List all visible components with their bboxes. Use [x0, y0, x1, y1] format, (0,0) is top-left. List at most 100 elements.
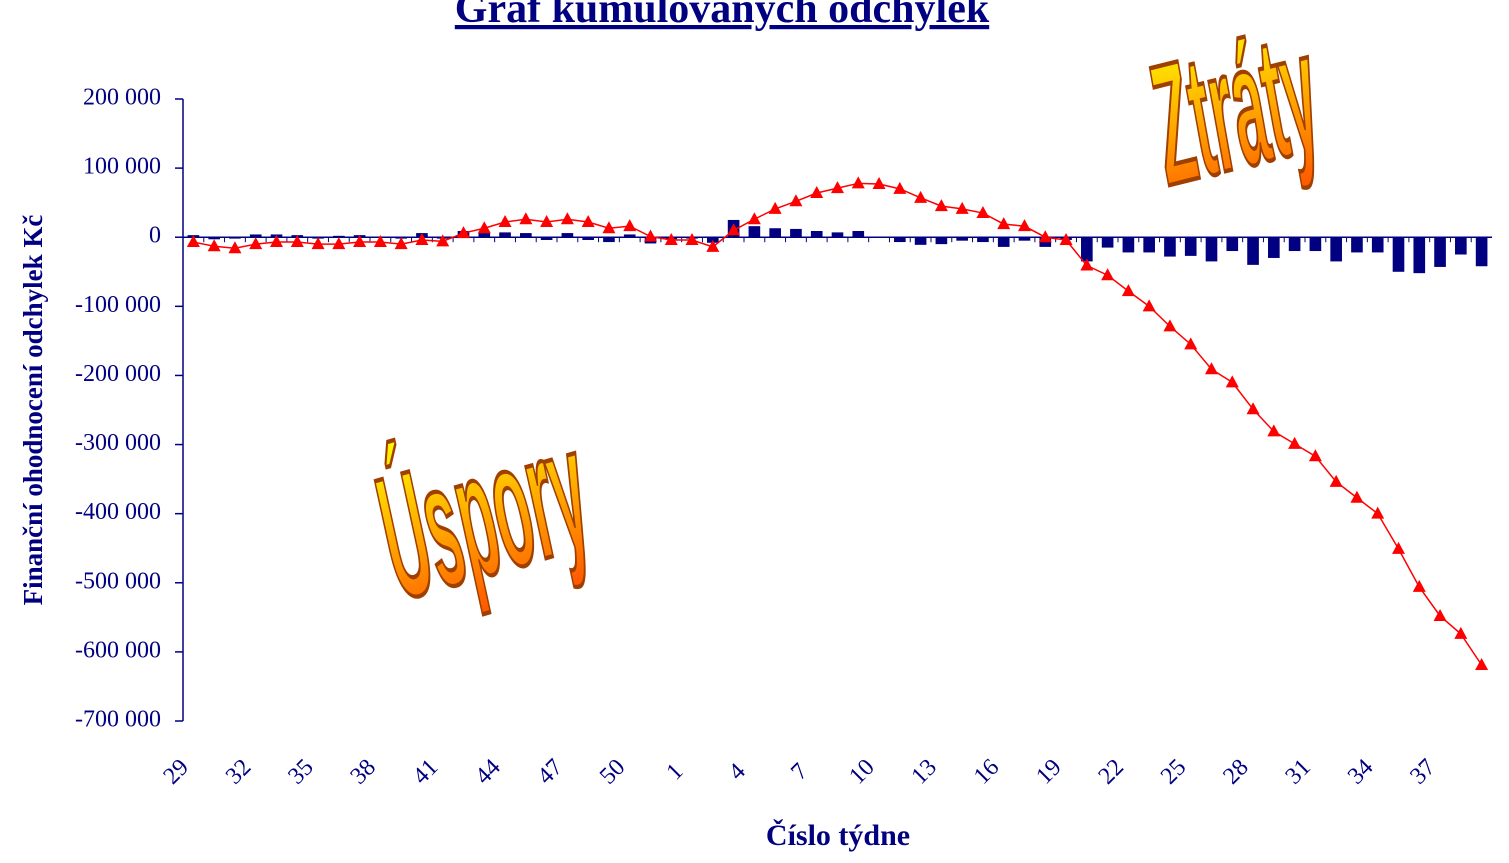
bar [1475, 237, 1488, 267]
marker [768, 201, 782, 214]
x-tick-label: 29 [159, 754, 194, 789]
bar [623, 234, 636, 238]
marker [851, 176, 865, 189]
marker [477, 221, 491, 234]
bar [1018, 237, 1031, 241]
marker [1225, 375, 1239, 388]
bar [540, 237, 553, 240]
marker [997, 217, 1011, 230]
y-tick-label: -300 000 [75, 430, 161, 456]
marker [1184, 337, 1198, 350]
bar [1184, 237, 1197, 256]
annotation: Úspory [356, 389, 612, 636]
marker [1059, 232, 1073, 245]
bar [1455, 237, 1467, 255]
x-tick-label: 32 [221, 754, 256, 789]
bar [1351, 237, 1363, 253]
bar [1101, 237, 1114, 248]
marker [1267, 424, 1281, 437]
bar [873, 237, 885, 238]
x-tick-label: 19 [1031, 754, 1066, 789]
marker [727, 223, 741, 236]
x-tick-label: 37 [1405, 754, 1440, 789]
bar [1143, 237, 1155, 253]
marker [207, 239, 221, 252]
bar [1371, 237, 1384, 253]
marker [1392, 541, 1405, 554]
x-tick-label: 13 [907, 754, 942, 789]
marker [1433, 608, 1447, 621]
marker [1350, 490, 1364, 503]
bar [333, 235, 345, 238]
bar [790, 228, 802, 238]
marker [249, 237, 263, 250]
marker [1121, 284, 1135, 297]
marker [560, 212, 574, 225]
marker [976, 206, 990, 219]
x-tick-label: 35 [283, 754, 318, 789]
bar [1288, 237, 1301, 252]
bar [935, 237, 948, 245]
marker [373, 235, 387, 248]
marker [540, 215, 554, 228]
x-tick-label: 31 [1281, 754, 1316, 789]
marker [186, 235, 200, 248]
bar [1413, 237, 1426, 274]
bar [1434, 237, 1446, 267]
marker [831, 181, 844, 194]
y-tick-label: -100 000 [75, 292, 161, 318]
marker [394, 237, 408, 250]
marker [519, 212, 533, 225]
bar [561, 233, 574, 238]
bar [956, 237, 968, 241]
marker [1412, 579, 1426, 592]
marker [1475, 658, 1489, 671]
bar [603, 237, 615, 243]
x-tick-label: 10 [844, 754, 879, 789]
bar [997, 237, 1010, 247]
marker [893, 181, 907, 194]
x-tick-label: 22 [1094, 754, 1129, 789]
y-tick-label: 200 000 [83, 85, 161, 111]
marker [498, 215, 512, 228]
marker [1163, 319, 1177, 332]
x-tick-label: 47 [533, 754, 568, 789]
bar [894, 237, 906, 243]
marker [436, 234, 450, 247]
bar [1205, 237, 1218, 262]
x-tick-label: 1 [662, 759, 689, 786]
marker [1454, 626, 1468, 639]
marker [1288, 436, 1302, 449]
bar [977, 237, 989, 243]
bar [1122, 237, 1135, 253]
y-tick-label: 100 000 [83, 154, 161, 180]
marker [602, 221, 616, 234]
marker [415, 232, 429, 245]
marker [457, 226, 470, 239]
marker [934, 199, 948, 212]
x-tick-label: 4 [724, 759, 751, 786]
x-tick-label: 28 [1218, 754, 1253, 789]
marker [1038, 230, 1052, 243]
marker [872, 177, 886, 190]
marker [914, 190, 928, 203]
marker [706, 239, 720, 252]
bar [208, 237, 220, 240]
bar [1164, 237, 1176, 257]
marker [228, 241, 242, 254]
bar [229, 237, 241, 239]
marker [270, 235, 283, 248]
bar [914, 237, 927, 245]
bar [499, 232, 511, 238]
marker [290, 235, 304, 248]
marker [644, 229, 657, 242]
bar [1247, 237, 1259, 265]
x-tick-label: 41 [408, 754, 443, 789]
x-tick-label: 38 [346, 754, 381, 789]
marker [685, 232, 699, 245]
bar [1309, 237, 1322, 252]
x-tick-label: 50 [595, 754, 630, 789]
bar [831, 232, 844, 238]
marker [1018, 219, 1031, 232]
line [193, 182, 1483, 666]
